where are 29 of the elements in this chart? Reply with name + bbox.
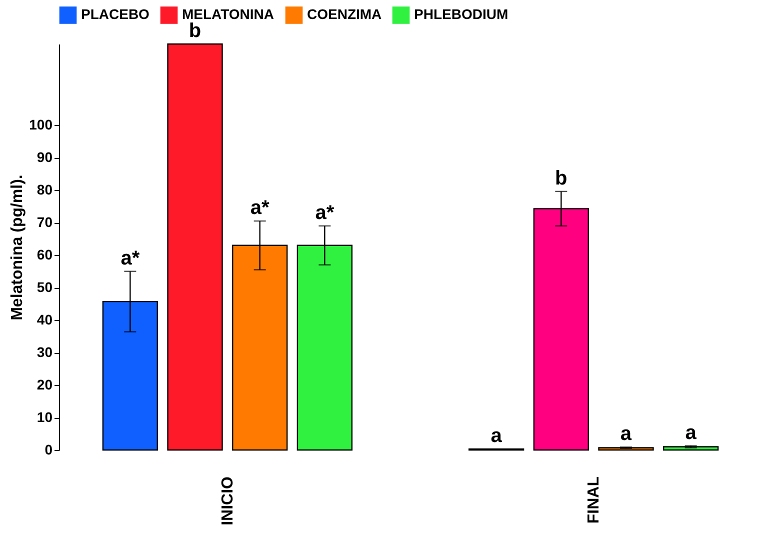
data-label: b (555, 167, 568, 190)
data-label: a* (120, 247, 140, 270)
data-label: a (490, 425, 503, 448)
bar (663, 446, 719, 451)
legend-label: PLACEBO (81, 6, 150, 22)
y-tick-label: 100 (29, 116, 53, 133)
y-axis-title: Melatonina (pg/ml). (9, 174, 26, 320)
data-label: a (620, 423, 632, 446)
y-tick-label: 50 (36, 279, 53, 296)
y-tick-label: 20 (36, 376, 53, 393)
y-tick-label: 0 (44, 442, 53, 458)
x-tick-label: INICIO (219, 476, 236, 526)
y-tick-label: 60 (36, 246, 53, 263)
y-tick-label: 90 (36, 149, 53, 166)
data-label: b (188, 20, 202, 42)
data-label: a (685, 422, 698, 444)
x-tick-label: FINAL (586, 476, 603, 524)
data-label: a* (315, 202, 334, 224)
y-tick-label: 70 (36, 214, 53, 230)
legend-label: COENZIMA (307, 6, 382, 22)
y-tick-label: 40 (36, 312, 53, 328)
y-tick-label: 80 (36, 182, 53, 198)
legend-label: MELATONINA (182, 6, 274, 22)
y-tick-label: 10 (36, 409, 53, 426)
bar (598, 447, 654, 451)
bar (167, 43, 223, 451)
data-label: a* (250, 197, 270, 220)
y-tick-label: 30 (36, 344, 53, 360)
legend-label: PHLEBODIUM (414, 6, 508, 22)
